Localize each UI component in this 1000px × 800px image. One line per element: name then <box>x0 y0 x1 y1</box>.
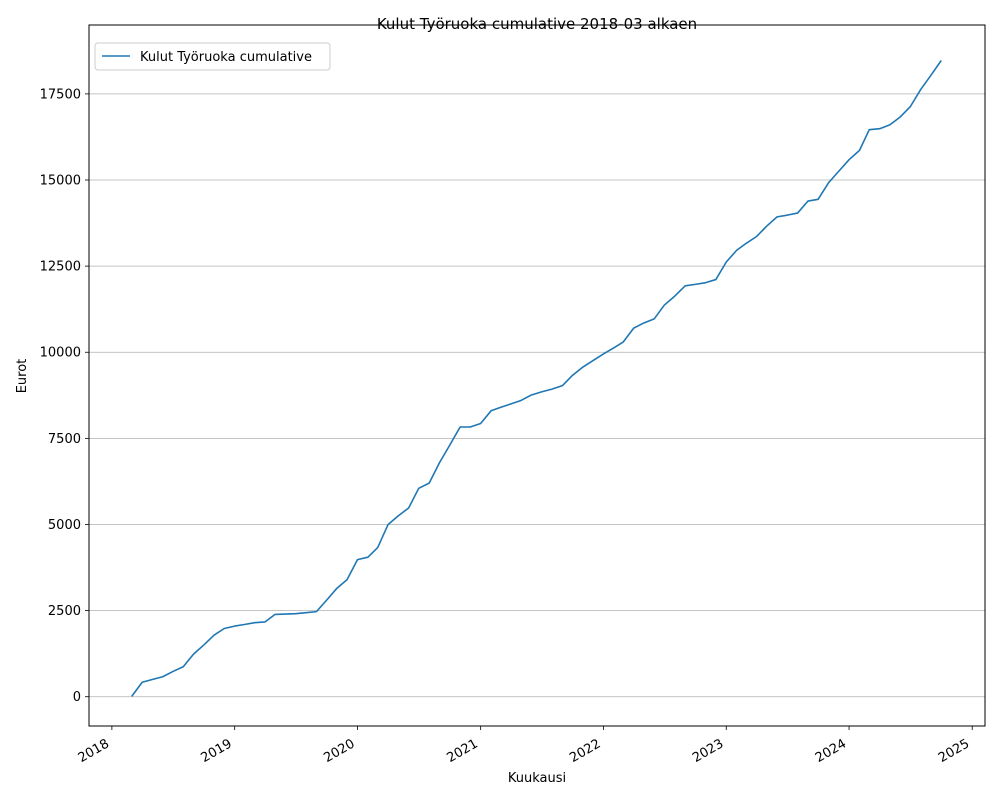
x-axis-ticks: 2018 2019 2020 2021 2022 2023 2024 2025 <box>76 726 973 766</box>
legend-label: Kulut Työruoka cumulative <box>140 50 312 65</box>
y-tick-label: 17500 <box>40 87 81 102</box>
y-tick-label: 5000 <box>48 518 81 533</box>
legend-box <box>94 42 331 71</box>
x-tick-label: 2020 <box>321 736 357 766</box>
y-tick-label: 15000 <box>40 174 81 189</box>
series-layer <box>131 60 942 697</box>
x-tick-label: 2025 <box>936 736 972 766</box>
y-tick-label: 2500 <box>48 604 81 619</box>
y-tick-label: 12500 <box>40 260 81 275</box>
y-tick-label: 0 <box>73 690 81 705</box>
x-tick-label: 2018 <box>76 736 112 766</box>
chart-title: Kulut Työruoka cumulative 2018-03 alkaen <box>377 15 697 33</box>
legend: Kulut Työruoka cumulative <box>94 42 331 71</box>
x-axis-label: Kuukausi <box>508 771 566 786</box>
grid-lines <box>89 93 985 698</box>
series-line <box>131 60 942 697</box>
y-axis-ticks: 0 2500 5000 7500 10000 12500 15000 17500 <box>40 87 89 705</box>
y-tick-label: 7500 <box>48 432 81 447</box>
plot-area-frame <box>88 24 986 727</box>
x-tick-label: 2022 <box>567 736 603 766</box>
x-tick-label: 2021 <box>444 736 480 766</box>
x-tick-label: 2024 <box>813 736 849 766</box>
y-axis-label: Eurot <box>15 359 30 394</box>
y-tick-label: 10000 <box>40 346 81 361</box>
x-tick-label: 2019 <box>199 736 235 766</box>
x-tick-label: 2023 <box>690 736 726 766</box>
